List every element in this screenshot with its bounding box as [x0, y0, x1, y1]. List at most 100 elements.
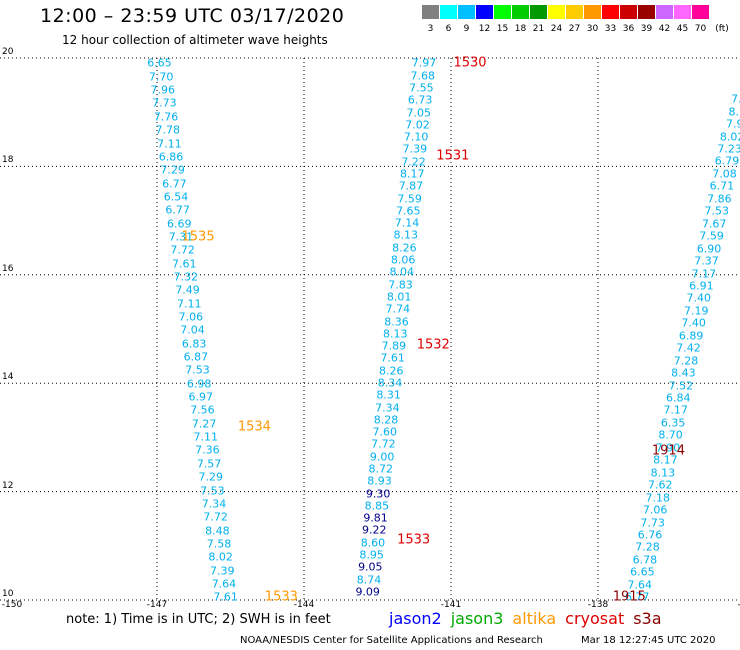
legend-item: altika — [512, 609, 557, 628]
wave-height-value: 8.43 — [671, 366, 696, 380]
wave-height-value: 7.29 — [198, 470, 223, 484]
wave-height-value: 7.62 — [648, 478, 673, 492]
wave-height-value: 7.64 — [627, 578, 653, 592]
colorbar-swatch — [620, 5, 637, 19]
wave-height-value: 6.71 — [709, 179, 735, 193]
legend-item: jason3 — [450, 609, 504, 628]
colorbar-swatch — [476, 5, 493, 19]
wave-height-value: 8.02 — [719, 130, 740, 144]
wave-height-value: 8.48 — [205, 524, 230, 538]
colorbar-label: 15 — [496, 24, 509, 34]
wave-height-value: 7.90 — [655, 441, 681, 455]
lon-tick-label: -138 — [587, 600, 609, 610]
wave-height-value: 6.65 — [630, 565, 655, 579]
wave-height-value: 9.22 — [362, 523, 387, 537]
colorbar-label: 36 — [622, 24, 635, 34]
wave-height-value: 7.18 — [645, 491, 670, 505]
colorbar-label: 21 — [532, 24, 545, 34]
wave-height-value: 7.49 — [175, 283, 200, 297]
wave-height-value: 7.70 — [148, 70, 174, 84]
wave-height-value: 7.31 — [168, 230, 194, 244]
wave-height-value: 7.72 — [371, 437, 396, 451]
wave-height-value: 7.29 — [160, 163, 185, 177]
footnote: note: 1) Time is in UTC; 2) SWH is in fe… — [66, 612, 331, 627]
wave-height-value: 6.65 — [147, 56, 172, 70]
lat-tick-label: 18 — [2, 155, 14, 166]
wave-height-value: 7.11 — [157, 137, 182, 150]
lon-tick-label: -147 — [146, 600, 168, 610]
wave-height-value: 7.39 — [210, 564, 235, 578]
wave-height-value: 7.72 — [203, 510, 228, 524]
colorbar-label: 45 — [676, 24, 689, 34]
wave-height-value: 7.14 — [394, 216, 420, 230]
wave-height-value: 7.87 — [398, 179, 424, 193]
wave-height-value: 7.40 — [681, 316, 706, 330]
wave-height-value: 8.36 — [384, 315, 409, 328]
wave-height-value: 8.31 — [376, 388, 401, 402]
lat-tick-label: 16 — [2, 263, 14, 274]
wave-height-value: 6.98 — [186, 377, 212, 391]
map-subtitle: 12 hour collection of altimeter wave hei… — [62, 33, 328, 47]
lat-tick-label: 12 — [2, 480, 14, 491]
colorbar-swatch — [692, 5, 709, 19]
legend-item: cryosat — [565, 609, 625, 628]
wave-height-value: 7.61 — [380, 351, 405, 365]
pass-time-label: 1531 — [436, 148, 470, 164]
credit-text: NOAA/NESDIS Center for Satellite Applica… — [240, 635, 543, 646]
wave-height-value: 7.58 — [206, 537, 232, 551]
wave-height-value: 9.00 — [369, 450, 395, 464]
wave-height-value: 9.30 — [365, 487, 391, 501]
wave-height-value: 7.40 — [686, 291, 712, 305]
wave-height-value: 8.85 — [364, 499, 390, 513]
wave-height-value: 7.53 — [185, 363, 210, 377]
wave-height-value: 7.04 — [180, 323, 205, 337]
colorbar-swatch — [422, 5, 439, 19]
wave-height-value: 8.93 — [367, 474, 392, 488]
wave-height-value: 7.68 — [410, 69, 435, 83]
colorbar-label: 18 — [514, 24, 527, 34]
wave-height-value: 6.77 — [624, 590, 650, 604]
wave-height-value: 7.34 — [201, 497, 227, 511]
wave-height-value: 7.73 — [640, 516, 665, 530]
lat-tick-label: 14 — [2, 372, 14, 383]
pass-time-label: 1915 — [612, 589, 646, 605]
wave-height-value: 7.61 — [213, 590, 238, 604]
pass-time-label: 1532 — [416, 337, 450, 353]
wave-height-value: 7.53 — [704, 204, 730, 218]
wave-height-value: 7.36 — [195, 443, 220, 457]
colorbar-swatch — [548, 5, 565, 19]
pass-time-label: 1914 — [651, 443, 685, 459]
colorbar-swatch — [512, 5, 529, 19]
wave-height-value: 7.8 — [731, 92, 740, 106]
wave-height-value: 7.56 — [190, 403, 215, 417]
wave-height-value: 7.39 — [402, 142, 428, 156]
pass-time-label: 1533 — [264, 589, 298, 605]
lon-tick-label: -13 — [738, 600, 740, 610]
wave-height-value: 7.76 — [153, 110, 179, 124]
wave-height-value: 7.11 — [176, 297, 202, 311]
wave-height-value: 7.22 — [401, 155, 426, 169]
wave-height-value: 7.02 — [405, 118, 430, 132]
wave-height-value: 8.13 — [382, 327, 408, 341]
wave-height-value: 7.28 — [673, 354, 699, 368]
colorbar-label: 6 — [445, 24, 452, 34]
timestamp-text: Mar 18 12:27:45 UTC 2020 — [581, 635, 716, 646]
wave-height-value: 7.72 — [170, 243, 195, 257]
wave-height-value: 8.28 — [373, 413, 399, 427]
colorbar-label: 24 — [550, 24, 563, 34]
satellite-legend: jason2 jason3 altika cryosat s3a — [389, 609, 671, 628]
wave-height-value: 8.01 — [386, 290, 412, 304]
wave-height-value: 7.52 — [668, 379, 694, 393]
wave-height-value: 7.28 — [635, 540, 660, 554]
wave-height-value: 9.81 — [363, 511, 388, 525]
colorbar-swatch — [530, 5, 547, 19]
pass-time-label: 1533 — [397, 532, 431, 548]
colorbar-label: 9 — [463, 24, 470, 34]
wave-height-value: 7.78 — [155, 123, 180, 137]
wave-height-value: 7.17 — [691, 267, 717, 280]
lon-tick-label: -141 — [440, 600, 462, 610]
pass-time-label: 1530 — [453, 55, 487, 71]
wave-height-value: 7.9 — [725, 117, 740, 131]
wave-height-value: 6.54 — [163, 190, 189, 204]
